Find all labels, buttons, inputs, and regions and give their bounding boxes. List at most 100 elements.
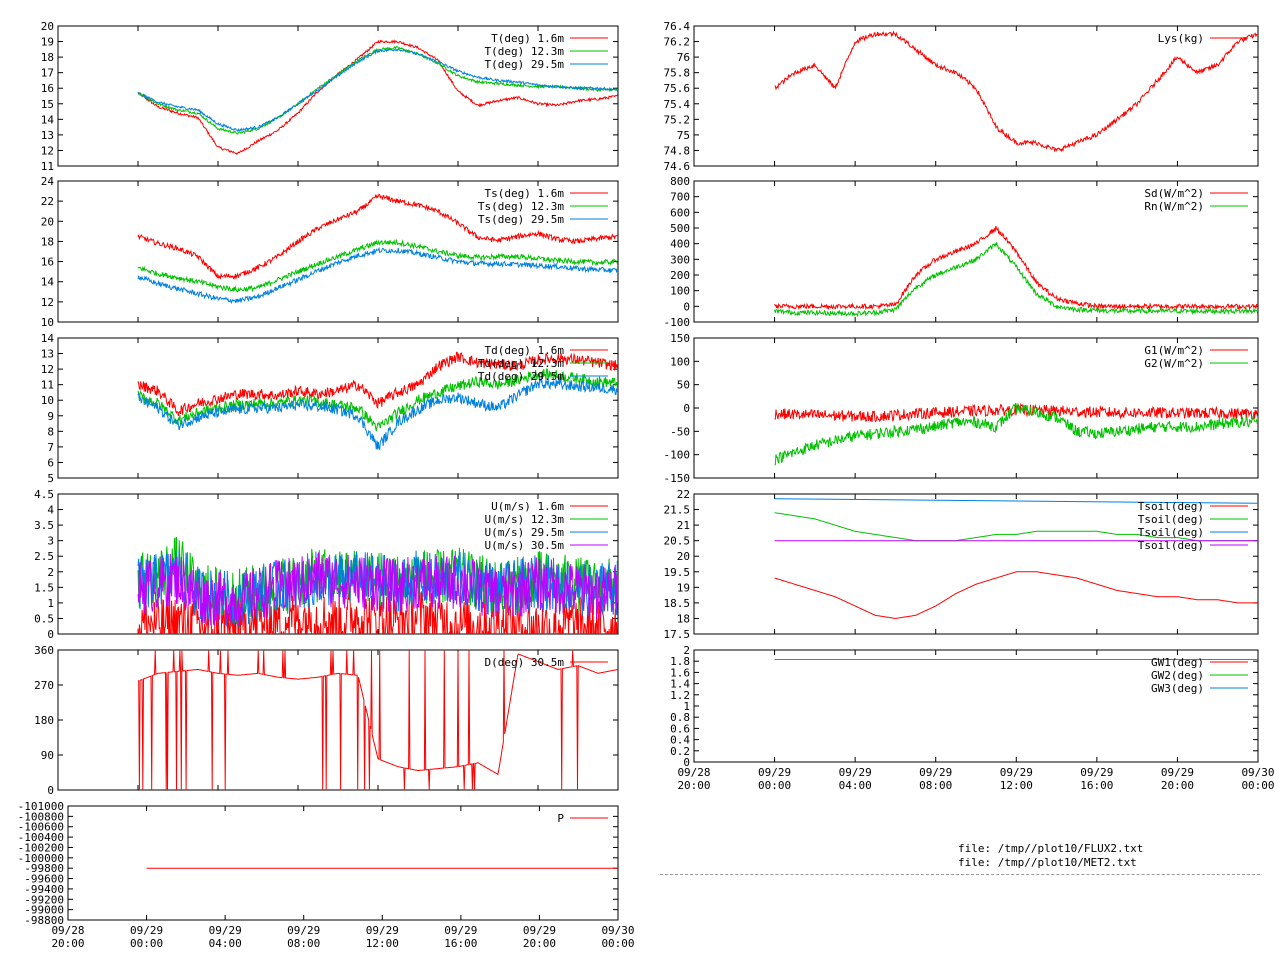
x-tick-label: 09/29 [523, 924, 556, 937]
y-tick-label: 1.5 [34, 581, 54, 594]
series-line [774, 242, 1258, 318]
series-line [137, 193, 618, 280]
y-tick-label: 600 [670, 206, 690, 219]
series-line [137, 45, 618, 135]
y-tick-label: -100600 [18, 821, 64, 834]
x-tick-label: 09/29 [1161, 766, 1194, 779]
legend-label: Td(deg) 12.3m [478, 357, 564, 370]
y-tick-label: 90 [41, 749, 54, 762]
panel-gw: 21.81.61.41.210.80.60.40.2009/2820:0009/… [670, 644, 1274, 792]
legend-label: Lys(kg) [1158, 32, 1204, 45]
series-line [137, 650, 618, 790]
series-line [137, 246, 618, 305]
y-tick-label: 19 [41, 36, 54, 49]
y-tick-label: 18.5 [664, 597, 691, 610]
series-line [774, 30, 1258, 153]
y-tick-label: 0 [47, 628, 54, 641]
y-tick-label: 5 [47, 472, 54, 485]
y-tick-label: 2 [47, 566, 54, 579]
legend-label: Tsoil(deg) [1138, 526, 1204, 539]
y-tick-label: 21 [677, 519, 690, 532]
y-tick-label: 1.4 [670, 678, 690, 691]
y-tick-label: 20.5 [664, 535, 691, 548]
x-tick-label: 09/29 [919, 766, 952, 779]
legend-label: Tsoil(deg) [1138, 513, 1204, 526]
y-tick-label: 18 [41, 51, 54, 64]
y-tick-label: 3 [47, 535, 54, 548]
legend-label: T(deg) 29.5m [485, 58, 565, 71]
x-tick-label: 04:00 [209, 937, 242, 950]
x-tick-label: 09/30 [601, 924, 634, 937]
y-tick-label: 17.5 [664, 628, 691, 641]
y-tick-label: 0 [683, 756, 690, 769]
y-tick-label: -100000 [18, 852, 64, 865]
y-tick-label: -99400 [24, 883, 64, 896]
y-tick-label: -99200 [24, 893, 64, 906]
legend-label: T(deg) 12.3m [485, 45, 565, 58]
legend-label: Td(deg) 1.6m [485, 344, 565, 357]
y-tick-label: 11 [41, 379, 54, 392]
plot-frame [693, 25, 1259, 167]
y-tick-label: 0.8 [670, 711, 690, 724]
y-tick-label: 24 [41, 175, 55, 188]
y-tick-label: 400 [670, 238, 690, 251]
y-tick-label: 200 [670, 269, 690, 282]
y-tick-label: 75 [677, 129, 690, 142]
file-line: file: /tmp//plot10/MET2.txt [958, 856, 1137, 869]
y-tick-label: 17 [41, 67, 54, 80]
x-tick-label: 09/29 [1000, 766, 1033, 779]
series-line [137, 376, 618, 451]
y-tick-label: -100 [664, 316, 691, 329]
y-tick-label: 21.5 [664, 504, 691, 517]
y-tick-label: 270 [34, 679, 54, 692]
y-tick-label: 100 [670, 285, 690, 298]
plot-frame [67, 805, 619, 921]
y-tick-label: 74.8 [664, 144, 691, 157]
x-tick-label: 09/29 [209, 924, 242, 937]
y-tick-label: 20 [677, 550, 690, 563]
y-tick-label: 10 [41, 394, 54, 407]
x-tick-label: 09/29 [1080, 766, 1113, 779]
x-tick-label: 09/29 [130, 924, 163, 937]
y-tick-label: 13 [41, 348, 54, 361]
file-list: file: /tmp//plot10/FLUX2.txt file: /tmp/… [958, 842, 1143, 870]
y-tick-label: -101000 [18, 800, 64, 813]
x-tick-label: 20:00 [677, 779, 710, 792]
legend-label: Ts(deg) 1.6m [485, 187, 565, 200]
legend-label: Td(deg) 29.5m [478, 370, 564, 383]
y-tick-label: 75.6 [664, 82, 691, 95]
y-tick-label: 150 [670, 332, 690, 345]
plot-frame [693, 493, 1259, 635]
y-tick-label: 7 [47, 441, 54, 454]
legend-label: U(m/s) 29.5m [485, 526, 565, 539]
y-tick-label: 500 [670, 222, 690, 235]
y-tick-label: 700 [670, 191, 690, 204]
y-tick-label: 14 [41, 113, 55, 126]
separator-line [660, 874, 1260, 875]
y-tick-label: -99000 [24, 904, 64, 917]
y-tick-label: 2.5 [34, 550, 54, 563]
panel-p: -101000-100800-100600-100400-100200-1000… [18, 800, 635, 950]
panel-sd: 800 700 600 500 400 300 200 100 0 -100 Sd(W/m^2)Rn… [664, 175, 1259, 329]
x-tick-label: 12:00 [366, 937, 399, 950]
panel-tsoil: 22 21.5 21 20.5 20 19.5 19 18.5 18 17.5 Tsoil(deg)… [664, 488, 1259, 641]
x-tick-label: 09/28 [677, 766, 710, 779]
y-tick-label: 12 [41, 296, 54, 309]
y-tick-label: 12 [41, 144, 54, 157]
plot-frame [693, 180, 1259, 323]
y-tick-label: 19.5 [664, 566, 691, 579]
y-tick-label: 18 [677, 612, 690, 625]
x-tick-label: 09/28 [51, 924, 84, 937]
y-tick-label: 2 [683, 644, 690, 657]
x-tick-label: 20:00 [51, 937, 84, 950]
y-tick-label: 1.2 [670, 689, 690, 702]
y-tick-label: -100400 [18, 831, 64, 844]
y-tick-label: 14 [41, 332, 55, 345]
legend-label: D(deg) 30.5m [485, 656, 565, 669]
y-tick-label: 0 [683, 402, 690, 415]
legend-label: Tsoil(deg) [1138, 500, 1204, 513]
y-tick-label: 9 [47, 410, 54, 423]
y-tick-label: 16 [41, 256, 54, 269]
y-tick-label: 0.6 [670, 722, 690, 735]
